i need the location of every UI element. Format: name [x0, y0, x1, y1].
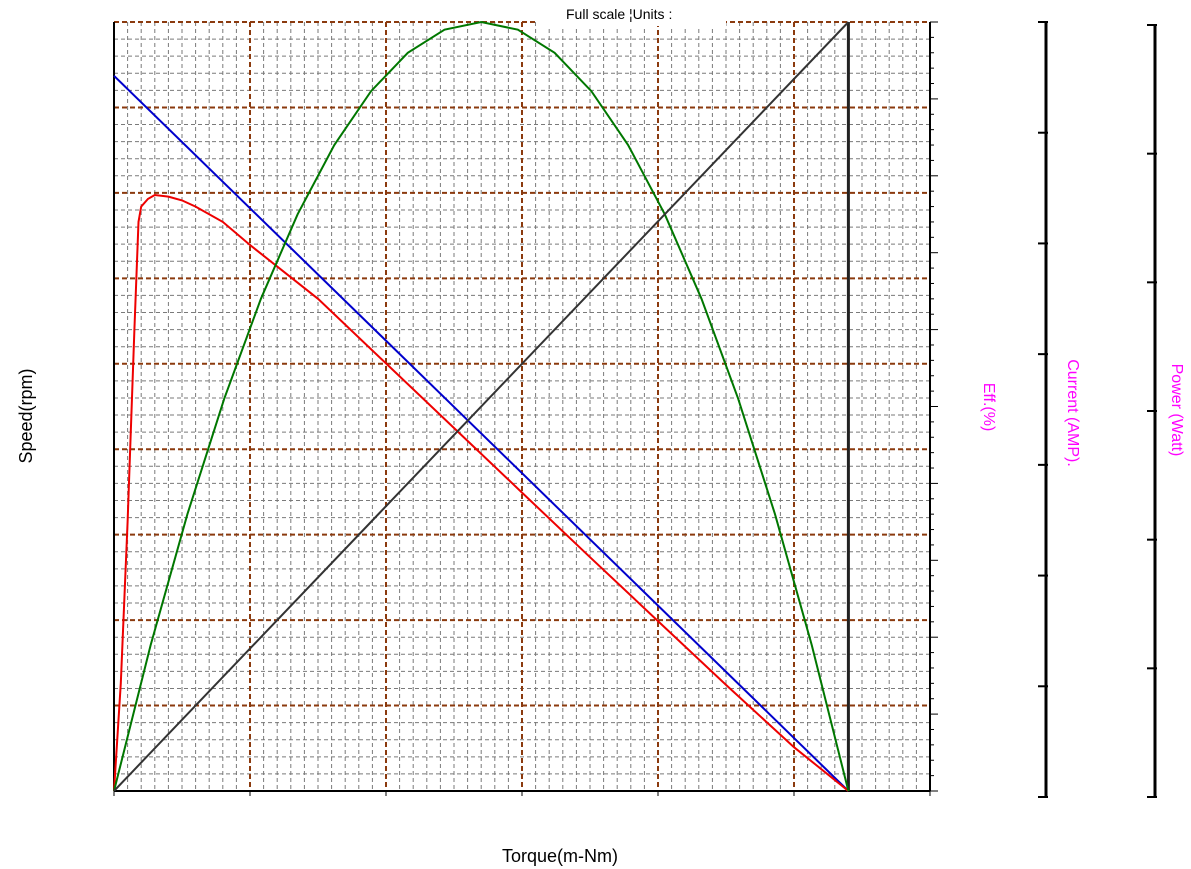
power-axis-title: Power (Watt) — [1168, 364, 1185, 457]
series-line-eff — [113, 193, 850, 792]
x-axis-title: Torque(m-Nm) — [502, 846, 618, 866]
header-background — [536, 2, 726, 26]
power-axis — [1147, 24, 1157, 798]
current-axis-title: Current (AMP). — [1064, 359, 1081, 467]
series-line-n — [113, 75, 850, 792]
major-grid — [114, 21, 930, 791]
current-axis — [1038, 21, 1048, 798]
full-scale-units-label: Full scale ¦Units : — [566, 6, 672, 22]
eff-axis-title: Eff.(%) — [980, 383, 997, 432]
series-line-i — [113, 21, 850, 792]
x-axis-ticks — [113, 791, 931, 796]
series-layer — [113, 20, 850, 792]
speed-axis-title: Speed(rpm) — [16, 368, 36, 463]
series-line-p — [113, 20, 850, 792]
eff-axis — [930, 21, 938, 792]
